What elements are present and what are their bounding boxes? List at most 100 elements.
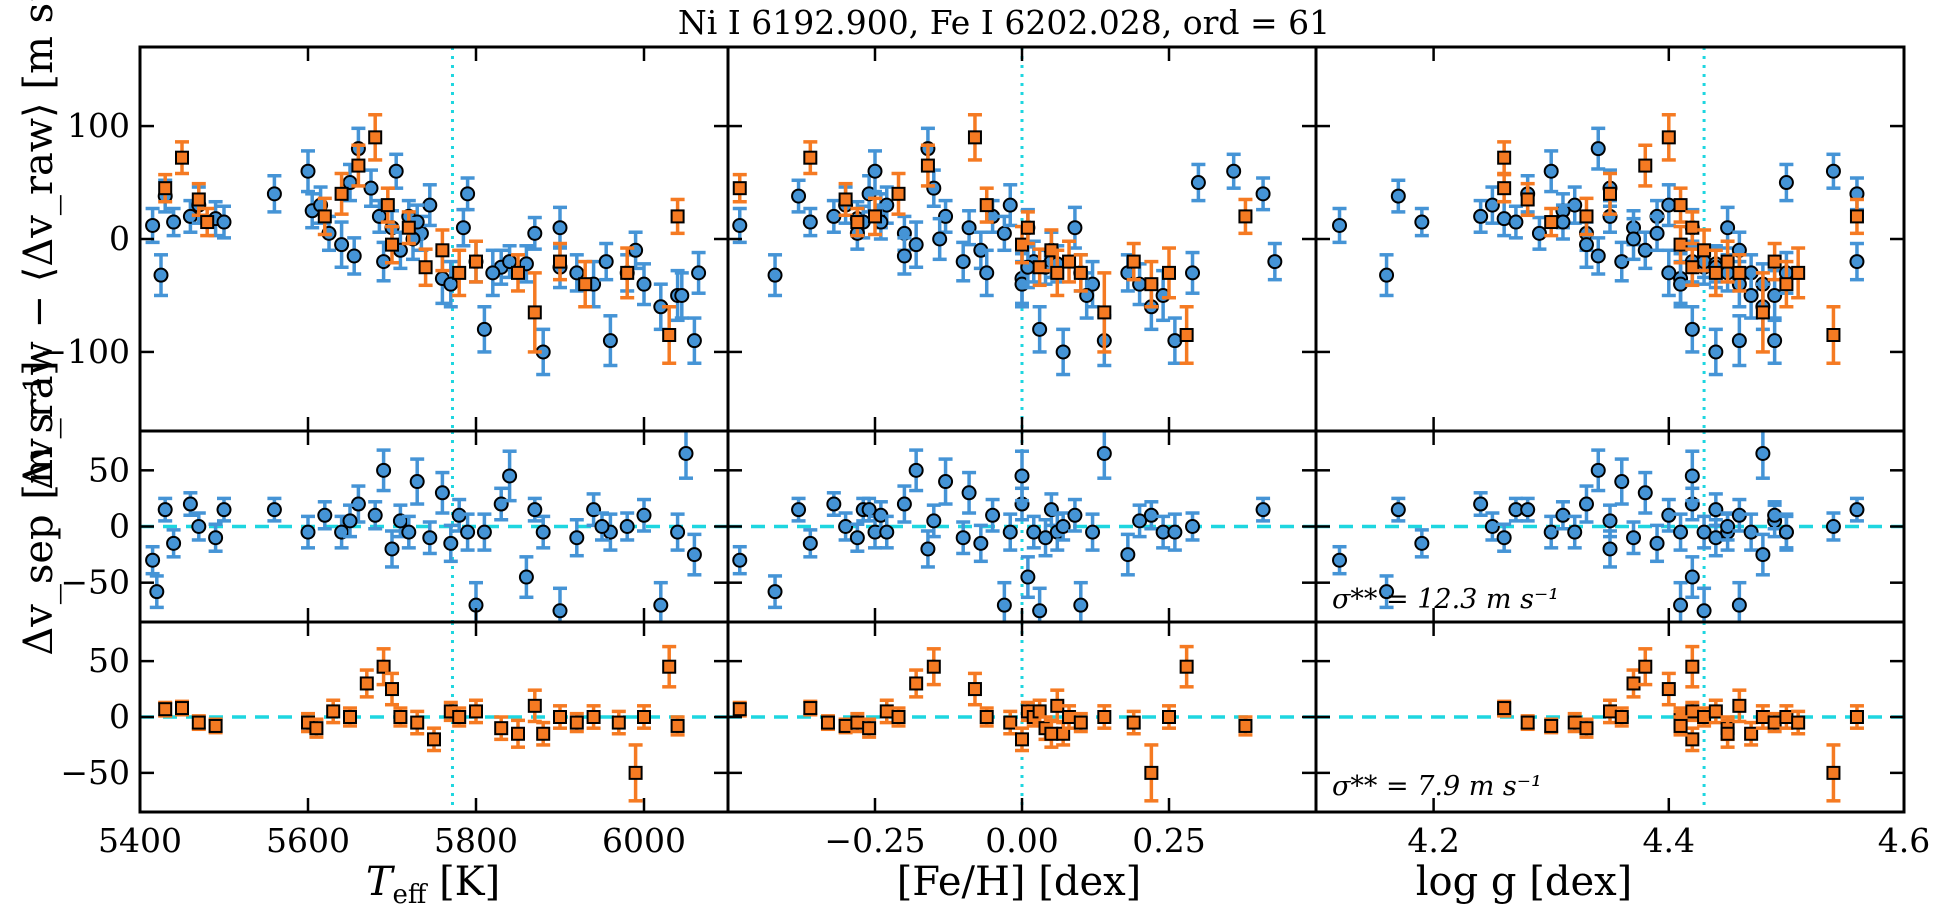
data-point-square: [1520, 715, 1535, 730]
data-point-circle: [1332, 552, 1348, 568]
y-tick-label: 50: [88, 450, 130, 489]
data-point-circle: [896, 496, 912, 512]
data-point-circle: [691, 265, 707, 281]
data-point-square: [359, 676, 374, 691]
y-tick-label: 50: [88, 641, 130, 680]
data-point-circle: [767, 267, 783, 283]
data-point-circle: [1590, 141, 1606, 157]
data-point-circle: [598, 254, 614, 270]
data-point-circle: [1743, 287, 1759, 303]
data-point-circle: [1255, 186, 1271, 202]
data-point-square: [1849, 710, 1864, 724]
data-point-square: [191, 715, 206, 730]
data-point-square: [1015, 732, 1029, 747]
panel-content: [732, 47, 1283, 431]
y-tick-label: 100: [67, 106, 130, 145]
data-point-circle: [1626, 231, 1642, 247]
data-point-square: [1779, 277, 1794, 292]
data-point-circle: [485, 265, 501, 281]
data-point-circle: [826, 496, 842, 512]
data-point-circle: [1673, 276, 1689, 292]
data-point-circle: [1038, 530, 1054, 546]
data-point-circle: [1379, 584, 1395, 600]
data-point-circle: [401, 524, 417, 540]
data-point-circle: [628, 242, 644, 258]
data-point-circle: [979, 265, 995, 281]
data-point-square: [376, 659, 391, 674]
data-point-circle: [1720, 519, 1736, 534]
data-point-circle: [686, 547, 702, 563]
data-point-circle: [938, 474, 954, 490]
data-point-square: [1062, 254, 1077, 269]
data-point-square: [1849, 209, 1864, 224]
data-point-square: [1126, 715, 1141, 730]
data-point-circle: [1520, 502, 1536, 518]
x-tick-label: 4.6: [1878, 821, 1930, 860]
data-point-circle: [455, 220, 471, 236]
panel-content: [140, 431, 728, 622]
y-tick-label: 0: [109, 697, 130, 736]
data-point-circle: [1555, 507, 1571, 523]
data-point-circle: [1484, 519, 1500, 534]
data-point-square: [1755, 305, 1770, 320]
data-point-square: [1826, 765, 1841, 780]
sigma-pair-annotation: σ** = 12.3 m s⁻¹: [1332, 584, 1559, 615]
data-point-square: [1238, 718, 1253, 733]
data-point-circle: [1014, 468, 1030, 484]
data-point-circle: [985, 507, 1001, 523]
data-point-circle: [996, 225, 1012, 241]
y-tick-label: −50: [60, 563, 130, 602]
data-point-square: [1614, 710, 1629, 724]
data-point-square: [1685, 220, 1700, 235]
data-point-circle: [1673, 597, 1689, 613]
data-point-square: [1050, 698, 1065, 713]
data-point-circle: [1649, 535, 1665, 551]
data-point-square: [1661, 130, 1676, 145]
data-point-square: [175, 150, 189, 165]
data-point-square: [1003, 715, 1018, 730]
data-point-square: [1697, 710, 1712, 724]
data-point-circle: [1578, 496, 1594, 512]
data-point-circle: [1020, 569, 1036, 585]
data-point-circle: [1673, 524, 1689, 540]
data-point-circle: [1067, 220, 1083, 236]
data-point-circle: [961, 485, 977, 501]
data-point-circle: [300, 524, 316, 540]
data-point-circle: [476, 321, 492, 337]
x-tick-label: 0.00: [985, 821, 1058, 860]
data-point-square: [670, 209, 685, 224]
data-point-square: [343, 710, 357, 724]
x-tick-label: 5800: [434, 821, 518, 860]
data-point-circle: [1143, 507, 1159, 523]
data-point-circle: [422, 530, 438, 546]
data-point-square: [368, 130, 383, 145]
data-point-circle: [460, 186, 476, 202]
data-point-square: [1497, 150, 1512, 165]
data-point-circle: [1379, 267, 1395, 283]
data-point-circle: [926, 513, 942, 529]
data-point-circle: [1508, 214, 1524, 230]
data-point-circle: [1167, 333, 1183, 349]
panel-content: [1316, 431, 1904, 622]
data-point-circle: [476, 524, 492, 540]
data-point-square: [628, 765, 643, 780]
data-point-circle: [1696, 603, 1712, 619]
data-point-square: [494, 721, 509, 736]
data-point-square: [309, 721, 324, 736]
data-point-circle: [1185, 265, 1201, 281]
data-point-circle: [1825, 519, 1841, 534]
data-point-circle: [1661, 265, 1677, 281]
data-point-circle: [908, 237, 924, 253]
data-point-square: [569, 715, 584, 730]
data-point-circle: [1002, 197, 1018, 213]
data-point-circle: [1731, 597, 1747, 613]
data-point-square: [1144, 277, 1159, 292]
data-point-square: [1791, 715, 1806, 730]
panel-pair-logg: [1314, 429, 1906, 624]
data-point-square: [850, 715, 865, 730]
data-point-square: [891, 186, 906, 201]
data-point-circle: [569, 530, 585, 546]
data-point-square: [158, 181, 173, 196]
data-point-circle: [434, 485, 450, 501]
data-point-square: [1073, 265, 1088, 280]
